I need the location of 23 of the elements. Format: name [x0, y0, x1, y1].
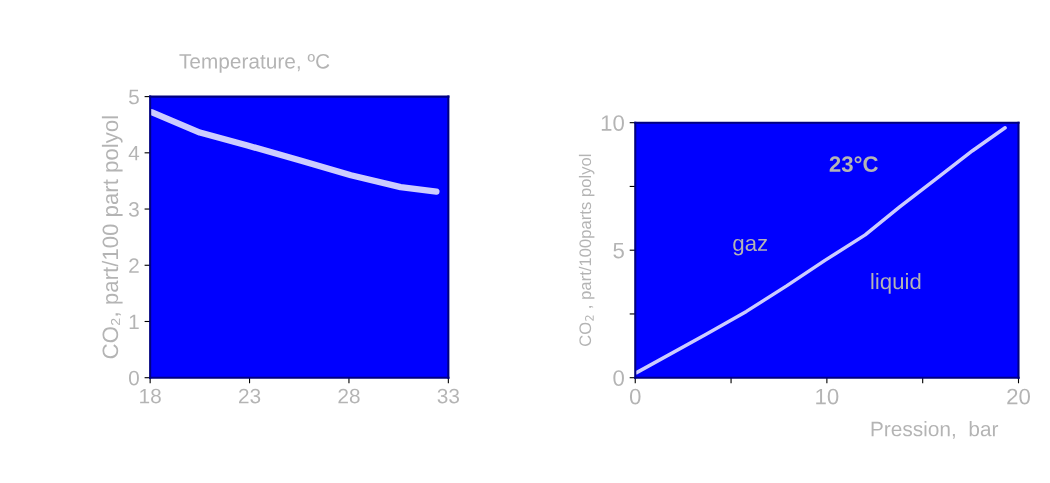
y-tick-label: 2: [129, 258, 139, 273]
x-tick-label: 0: [629, 388, 641, 405]
y-tick-label: 0: [613, 370, 624, 386]
x-tick-label: 33: [437, 388, 460, 404]
x-axis-title: Pression, bar: [871, 421, 999, 439]
y-tick-label: 1: [129, 314, 139, 330]
annotation: 23°C: [829, 156, 878, 173]
y-tick-label: 5: [128, 89, 139, 105]
x-axis-title: Temperature, ºC: [179, 53, 330, 73]
x-tick-label: 18: [140, 388, 161, 404]
y-tick-label: 5: [613, 242, 624, 259]
annotation: gaz: [733, 238, 768, 256]
y-axis-title: CO$_{2}$ , part/100parts polyol: [578, 154, 595, 347]
x-tick-label: 20: [1007, 388, 1030, 405]
x-tick-label: 23: [239, 388, 261, 404]
y-tick-label: 4: [128, 146, 140, 161]
y-tick-label: 0: [128, 370, 139, 386]
annotation: liquid: [871, 272, 921, 294]
y-tick-label: 10: [601, 115, 624, 131]
x-tick-label: 10: [816, 388, 839, 405]
y-tick-label: 3: [128, 202, 139, 217]
x-tick-label: 28: [338, 388, 360, 404]
y-axis-title: CO₂, part/100 part polyol: [101, 116, 123, 359]
